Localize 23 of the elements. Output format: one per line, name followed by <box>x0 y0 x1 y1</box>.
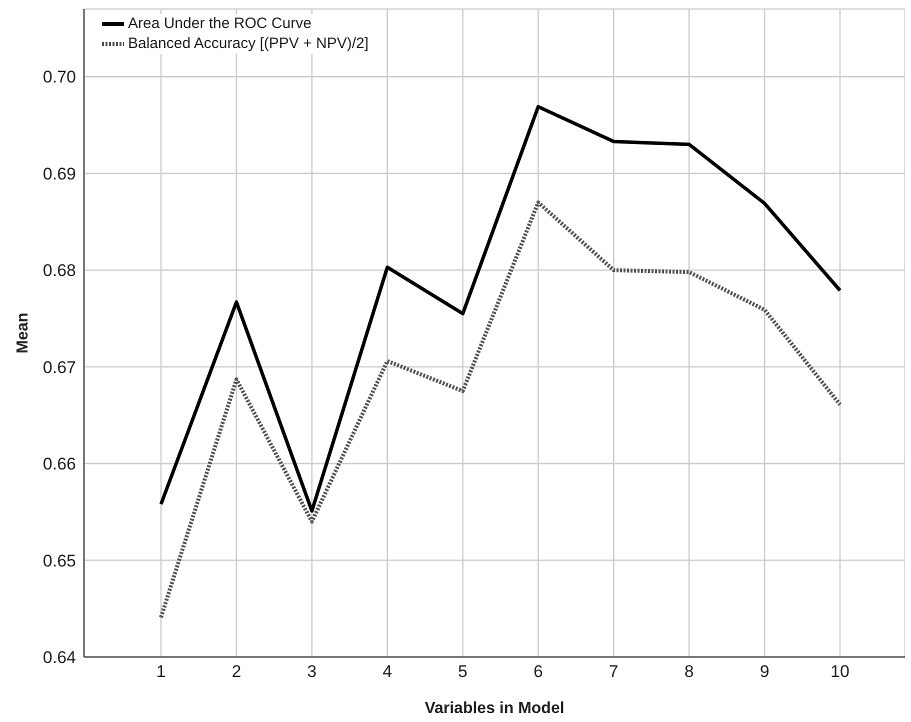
x-tick-label: 5 <box>458 662 468 682</box>
y-tick-label: 0.64 <box>42 648 76 668</box>
legend-label: Area Under the ROC Curve <box>128 14 312 34</box>
y-tick-label: 0.68 <box>42 261 76 280</box>
y-axis-title: Mean <box>14 312 32 354</box>
y-tick-label: 0.69 <box>42 164 76 184</box>
x-tick-label: 6 <box>533 662 543 682</box>
x-tick-label: 3 <box>307 662 317 682</box>
y-tick-label: 0.66 <box>42 454 76 474</box>
x-axis-title: Variables in Model <box>424 700 564 717</box>
line-series <box>159 200 842 620</box>
y-tick-label: 0.67 <box>42 358 76 377</box>
x-tick-label: 7 <box>608 662 618 682</box>
x-tick-label: 4 <box>382 662 392 682</box>
x-tick-label: 1 <box>156 662 166 682</box>
y-tick-label: 0.70 <box>42 68 76 87</box>
legend-label: Balanced Accuracy [(PPV + NPV)/2] <box>128 34 369 54</box>
line-series <box>159 104 842 513</box>
x-tick-label: 8 <box>684 662 694 682</box>
x-tick-label: 9 <box>760 662 770 682</box>
y-tick-label: 0.65 <box>42 551 76 570</box>
x-tick-label: 10 <box>830 662 850 682</box>
x-tick-label: 2 <box>232 662 242 682</box>
